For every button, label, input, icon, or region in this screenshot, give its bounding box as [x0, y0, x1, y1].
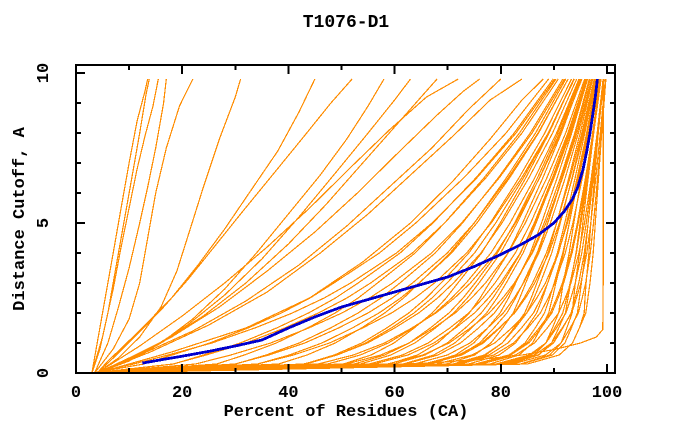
model-curve [92, 78, 554, 374]
model-curves-layer [91, 78, 607, 374]
model-curve [92, 78, 550, 374]
model-curve [95, 78, 575, 374]
model-curve [96, 78, 242, 374]
x-tick-label: 80 [491, 384, 511, 403]
model-curve [96, 78, 353, 374]
model-curve [92, 78, 556, 374]
model-curve [97, 78, 582, 374]
model-curve [99, 78, 605, 374]
chart-title: T1076-D1 [303, 13, 390, 33]
model-curve [98, 78, 597, 374]
model-curve [98, 78, 598, 374]
model-curve [97, 78, 591, 374]
y-tick-label: 0 [35, 368, 54, 378]
model-curve [97, 78, 589, 374]
model-curve [94, 78, 569, 374]
model-curve [96, 78, 459, 374]
model-curve [92, 78, 559, 374]
model-curve [91, 78, 149, 374]
model-curve [98, 78, 602, 374]
model-curve [96, 78, 411, 374]
model-curve [97, 78, 593, 374]
model-curve [94, 78, 194, 374]
model-curve [94, 78, 569, 374]
model-curve [99, 78, 607, 374]
model-curve [96, 78, 316, 374]
model-curve [98, 78, 594, 374]
model-curve [98, 78, 601, 374]
model-curve [95, 78, 573, 374]
model-curve [97, 78, 595, 374]
model-curve [97, 78, 591, 374]
model-curve [96, 78, 587, 374]
model-curve [95, 78, 583, 374]
model-curve [96, 78, 586, 374]
model-curve [95, 78, 567, 374]
model-curve [97, 78, 587, 374]
model-curve [91, 78, 150, 374]
x-tick-label: 0 [71, 384, 81, 403]
model-curve [96, 78, 575, 374]
x-tick-label: 20 [172, 384, 192, 403]
model-curve [96, 78, 523, 374]
model-curve [94, 78, 167, 374]
model-curve [96, 78, 581, 374]
model-curve [99, 78, 606, 374]
model-curve [99, 78, 602, 374]
model-curve [94, 78, 564, 374]
model-curve [98, 78, 590, 374]
highlighted-model-curve [142, 78, 599, 365]
model-curve [96, 78, 581, 374]
x-axis-label: Percent of Residues (CA) [224, 403, 469, 422]
model-curve [97, 78, 587, 374]
model-curve [98, 78, 596, 374]
model-curve [99, 78, 602, 374]
model-curve [95, 78, 580, 374]
model-curve [96, 78, 480, 374]
model-curve [97, 78, 593, 374]
model-curve [94, 78, 575, 374]
y-tick-label: 5 [35, 218, 54, 228]
axes-layer [75, 64, 616, 374]
tick-labels-layer: 0 20 40 60 80 100 0 5 10 [35, 63, 622, 403]
model-curve [93, 78, 557, 374]
model-curve [98, 78, 605, 374]
y-tick-label: 10 [35, 63, 54, 83]
x-tick-label: 60 [384, 384, 404, 403]
x-tick-label: 40 [278, 384, 298, 403]
y-axis-label: Distance Cutoff, A [11, 126, 30, 310]
model-curve [97, 78, 544, 374]
model-curve [91, 78, 159, 374]
plot-frame [75, 64, 616, 374]
x-tick-label: 100 [592, 384, 623, 403]
model-curve [99, 78, 607, 374]
model-curve [96, 78, 502, 374]
